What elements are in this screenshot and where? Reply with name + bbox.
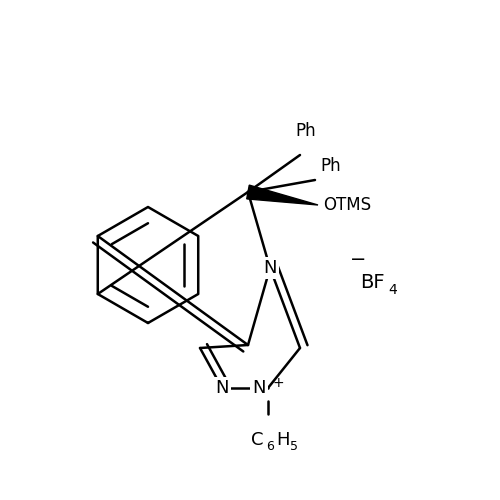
Text: 5: 5 (290, 440, 298, 454)
Polygon shape (246, 185, 318, 205)
Text: Ph: Ph (295, 122, 316, 140)
Text: C: C (250, 431, 263, 449)
Text: N: N (252, 379, 266, 397)
Text: Ph: Ph (320, 157, 340, 175)
Text: BF: BF (360, 272, 384, 291)
Text: 6: 6 (266, 440, 274, 454)
Text: −: − (350, 250, 366, 270)
Text: N: N (215, 379, 229, 397)
Text: +: + (272, 376, 283, 390)
Text: OTMS: OTMS (323, 196, 371, 214)
Text: 4: 4 (388, 283, 397, 297)
Text: H: H (276, 431, 289, 449)
Text: N: N (263, 259, 277, 277)
